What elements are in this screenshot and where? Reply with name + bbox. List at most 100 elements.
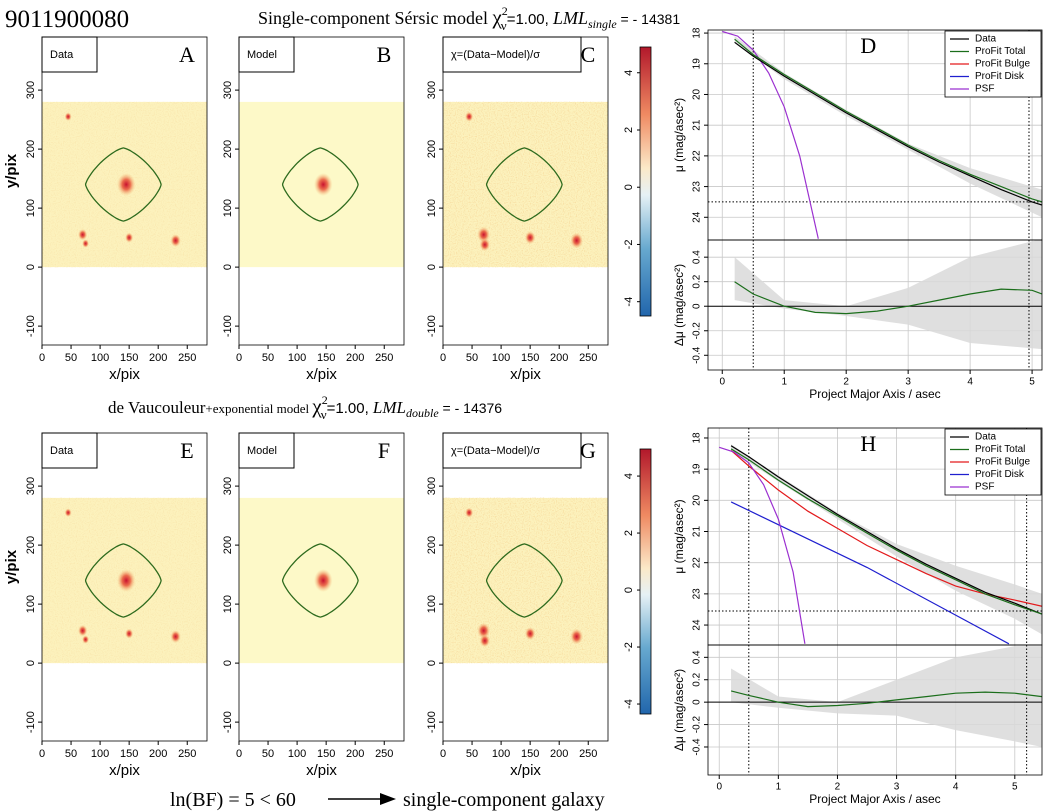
x-axis-label: x/pix bbox=[306, 366, 337, 383]
uncertainty-band bbox=[731, 444, 1042, 635]
label-box bbox=[41, 36, 98, 73]
y-tick-label: 200 bbox=[222, 536, 234, 554]
x-tick-label: 200 bbox=[346, 352, 364, 364]
y-axis-label: Δμ (mag/asec²) bbox=[672, 264, 686, 346]
y-tick-label: -100 bbox=[222, 711, 234, 733]
y-axis-label: y/pix bbox=[3, 549, 20, 584]
source-blob bbox=[479, 634, 491, 648]
uncertainty-band bbox=[734, 240, 1042, 350]
x-tick-label: 3 bbox=[894, 782, 900, 793]
x-axis-label: Project Major Axis / asec bbox=[809, 792, 940, 806]
y-tick-label: -0.2 bbox=[692, 716, 703, 734]
y-tick-label: 0.2 bbox=[692, 274, 703, 288]
colorbar-tick-label: 2 bbox=[623, 127, 635, 133]
image-noise bbox=[443, 497, 608, 664]
row-title: de Vaucouleur+exponential model χ2 ν=1.00… bbox=[108, 393, 502, 422]
colorbar-tick-label: 2 bbox=[623, 530, 635, 536]
x-tick-label: 1 bbox=[776, 782, 782, 793]
panel-label: Model bbox=[247, 445, 277, 457]
source-blob bbox=[465, 111, 474, 122]
x-tick-label: 100 bbox=[492, 748, 510, 760]
legend-label: Data bbox=[975, 34, 997, 45]
x-axis-label: x/pix bbox=[109, 366, 140, 383]
legend-label: PSF bbox=[975, 482, 994, 493]
y-tick-label: -100 bbox=[25, 315, 37, 337]
y-axis-label: Δμ (mag/asec²) bbox=[672, 669, 686, 751]
source-blob bbox=[64, 508, 72, 517]
title-sub: ν bbox=[501, 18, 507, 33]
plot-frame bbox=[707, 644, 1043, 776]
title-lml: LML bbox=[372, 398, 406, 417]
y-tick-label: 100 bbox=[25, 199, 37, 217]
source-blob bbox=[465, 507, 474, 518]
y-tick-label: 22 bbox=[692, 557, 703, 569]
y-axis-label: μ (mag/asec²) bbox=[672, 499, 686, 573]
footer-right: single-component galaxy bbox=[403, 789, 605, 811]
x-tick-label: 2 bbox=[835, 782, 841, 793]
x-tick-label: 50 bbox=[65, 352, 77, 364]
x-tick-label: 1 bbox=[781, 377, 787, 388]
y-tick-label: 20 bbox=[692, 88, 703, 100]
source-blob bbox=[125, 232, 134, 243]
colorbar bbox=[639, 448, 652, 715]
x-tick-label: 4 bbox=[953, 782, 959, 793]
x-tick-label: 50 bbox=[466, 352, 478, 364]
y-tick-label: 0.4 bbox=[692, 650, 703, 664]
label-box bbox=[41, 432, 98, 469]
legend-label: ProFit Total bbox=[975, 444, 1025, 455]
title-chi: χ bbox=[311, 394, 322, 418]
x-tick-label: 250 bbox=[178, 748, 196, 760]
title-eq: =1.00, bbox=[327, 400, 373, 417]
x-tick-label: 150 bbox=[317, 748, 335, 760]
panel-letter: G bbox=[580, 438, 596, 463]
y-tick-label: -100 bbox=[426, 315, 438, 337]
x-tick-label: 200 bbox=[550, 352, 568, 364]
colorbar-tick-label: 4 bbox=[623, 473, 635, 479]
profile-line bbox=[719, 446, 806, 644]
x-tick-label: 50 bbox=[65, 748, 77, 760]
x-tick-label: 4 bbox=[967, 377, 973, 388]
title-value: = - 14381 bbox=[617, 11, 681, 27]
footer-left: ln(BF) = 5 < 60 bbox=[170, 789, 296, 811]
label-box bbox=[238, 432, 295, 469]
x-tick-label: 3 bbox=[905, 377, 911, 388]
y-tick-label: 0.4 bbox=[692, 250, 703, 264]
y-tick-label: 20 bbox=[692, 494, 703, 506]
label-box bbox=[442, 432, 582, 469]
y-axis-label: y/pix bbox=[3, 153, 20, 188]
x-tick-label: 200 bbox=[346, 748, 364, 760]
x-tick-label: 100 bbox=[288, 748, 306, 760]
y-tick-label: -0.4 bbox=[692, 346, 703, 364]
colorbar-tick-label: -2 bbox=[623, 642, 635, 652]
y-tick-label: 100 bbox=[426, 595, 438, 613]
title-text: Single-component Sérsic model bbox=[258, 8, 492, 28]
source-blob bbox=[78, 624, 88, 637]
x-tick-label: 250 bbox=[375, 748, 393, 760]
panel-frame bbox=[238, 36, 405, 346]
residual-line bbox=[730, 690, 1042, 708]
colorbar-tick-label: 4 bbox=[623, 70, 635, 76]
colorbar-tick-label: -2 bbox=[623, 240, 635, 250]
profile-line bbox=[730, 445, 1042, 615]
source-blob bbox=[313, 172, 333, 197]
panel-letter: F bbox=[378, 438, 390, 463]
source-blob bbox=[570, 232, 584, 249]
x-tick-label: 250 bbox=[178, 352, 196, 364]
colorbar bbox=[639, 46, 652, 317]
y-tick-label: 200 bbox=[426, 140, 438, 158]
y-tick-label: -0.4 bbox=[692, 738, 703, 756]
y-tick-label: 300 bbox=[426, 477, 438, 495]
colorbar-tick-label: 0 bbox=[623, 184, 635, 190]
plot-frame bbox=[707, 239, 1043, 371]
title-value: = - 14376 bbox=[439, 400, 503, 416]
x-tick-label: 0 bbox=[236, 352, 242, 364]
contour bbox=[281, 543, 359, 618]
y-tick-label: 200 bbox=[25, 140, 37, 158]
source-blob bbox=[170, 234, 181, 248]
x-tick-label: 100 bbox=[91, 352, 109, 364]
x-tick-label: 200 bbox=[550, 748, 568, 760]
legend-label: ProFit Total bbox=[975, 46, 1025, 57]
y-tick-label: 19 bbox=[692, 58, 703, 70]
y-tick-label: -0.2 bbox=[692, 322, 703, 340]
